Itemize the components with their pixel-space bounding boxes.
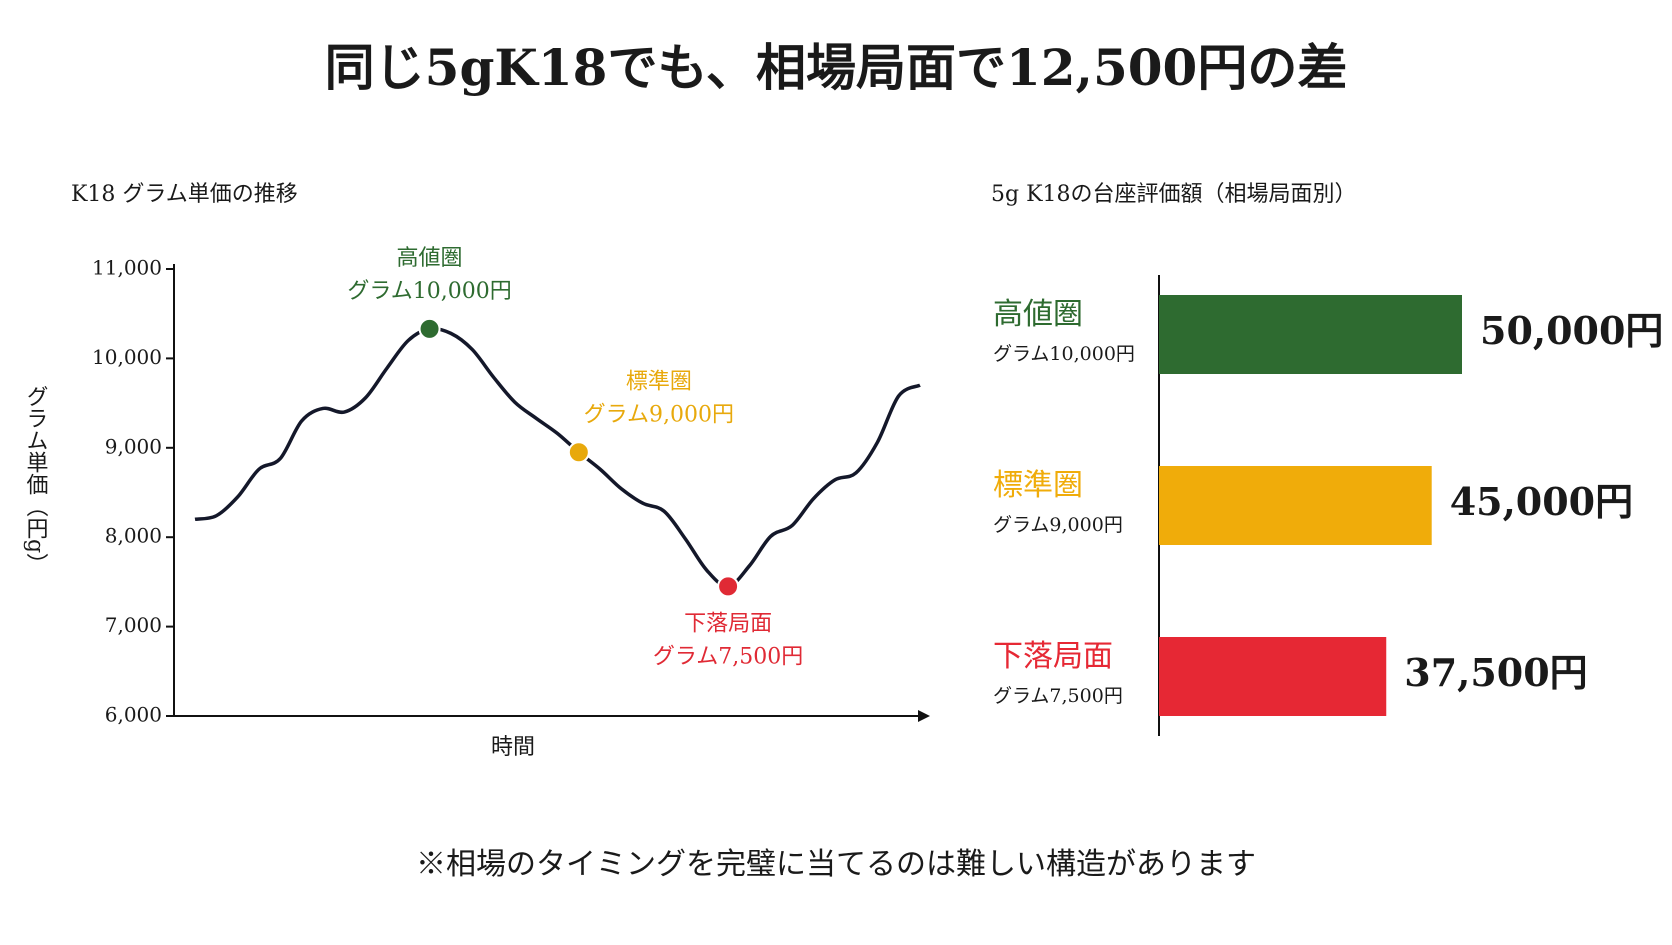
value-label: 50,000円 — [1480, 308, 1663, 353]
line-chart-title: K18 グラム単価の推移 — [71, 182, 298, 207]
category-sublabel: グラム10,000円 — [993, 343, 1135, 365]
category-label: 高値圏 — [993, 297, 1083, 332]
phase-marker — [567, 441, 590, 464]
category-label: 下落局面 — [993, 639, 1113, 674]
price-line — [194, 326, 921, 589]
phase-marker — [418, 317, 441, 340]
category-sublabel: グラム9,000円 — [993, 514, 1123, 536]
y-tick-label: 9,000 — [105, 434, 162, 458]
category-label: 標準圏 — [993, 468, 1083, 503]
bar-chart-title: 5g K18の台座評価額（相場局面別） — [991, 182, 1357, 207]
y-tick-label: 6,000 — [105, 703, 162, 727]
annotation-sublabel: グラム10,000円 — [347, 279, 511, 304]
category-sublabel: グラム7,500円 — [993, 685, 1123, 707]
value-label: 45,000円 — [1450, 479, 1633, 524]
bar — [1159, 637, 1387, 716]
annotation-label: 下落局面 — [684, 611, 772, 636]
y-tick-label: 11,000 — [92, 256, 162, 280]
x-axis-label: 時間 — [491, 735, 535, 760]
x-axis-arrow — [918, 710, 930, 722]
y-tick-label: 10,000 — [92, 345, 162, 369]
annotation-label: 標準圏 — [626, 369, 692, 394]
y-tick-label: 7,000 — [105, 613, 162, 637]
value-label: 37,500円 — [1404, 650, 1587, 695]
footnote: ※相場のタイミングを完璧に当てるのは難しい構造があります — [416, 847, 1256, 882]
y-tick-label: 8,000 — [105, 524, 162, 548]
annotation-sublabel: グラム7,500円 — [653, 644, 803, 669]
annotation-sublabel: グラム9,000円 — [584, 402, 734, 427]
bar — [1159, 295, 1462, 374]
phase-marker — [717, 575, 740, 598]
annotation-label: 高値圏 — [397, 246, 463, 271]
y-axis-label: グラム単価（円g） — [23, 385, 49, 575]
bar — [1159, 466, 1432, 545]
page-title: 同じ5gK18でも、相場局面で12,500円の差 — [325, 38, 1348, 97]
